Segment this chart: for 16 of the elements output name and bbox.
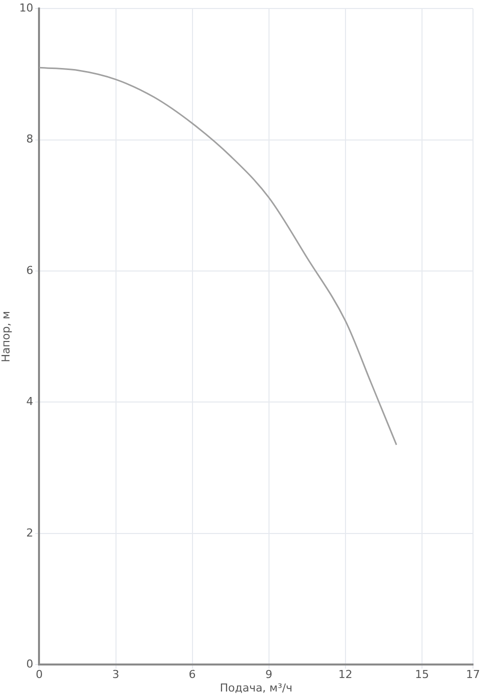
y-tick-label: 4 — [26, 395, 34, 408]
x-axis-title: Подача, м³/ч — [220, 681, 292, 694]
x-tick-label: 3 — [112, 668, 120, 682]
y-axis-title: Напор, м — [0, 310, 12, 362]
x-tick-label: 15 — [414, 668, 429, 682]
x-tick-label: 6 — [188, 668, 196, 682]
x-tick-label: 0 — [36, 668, 43, 682]
x-tick-label: 17 — [466, 668, 480, 682]
y-tick-label: 10 — [19, 1, 34, 14]
y-tick-label: 0 — [26, 657, 34, 670]
x-tick-label: 12 — [338, 668, 352, 682]
y-tick-label: 6 — [26, 264, 34, 277]
y-tick-label: 2 — [26, 526, 34, 540]
x-tick-label: 9 — [265, 668, 272, 682]
y-tick-label: 8 — [26, 132, 34, 146]
line-series — [39, 66, 398, 446]
